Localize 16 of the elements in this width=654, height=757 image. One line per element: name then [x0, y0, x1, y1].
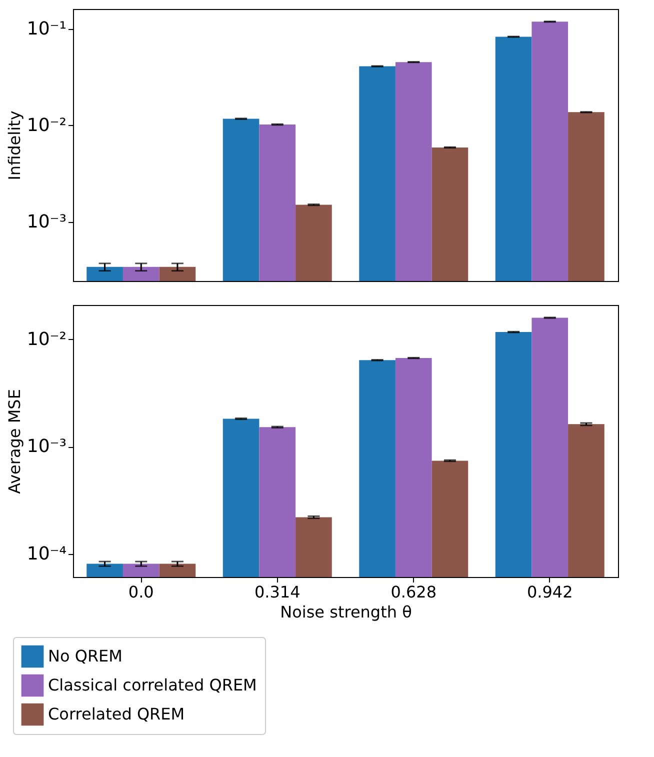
x-tick-label: 0.0	[128, 582, 154, 602]
y-tick-label: 10⁻³	[26, 211, 66, 232]
x-tick-label: 0.942	[526, 582, 573, 602]
x-tick-label: 0.628	[390, 582, 437, 602]
y-tick-label: 10⁻²	[26, 328, 66, 350]
y-tick-label: 10⁻²	[26, 114, 66, 136]
y-tick-label: 10⁻³	[26, 436, 66, 458]
legend-label: No QREM	[48, 646, 122, 666]
x-tick-label: 0.314	[254, 582, 300, 602]
legend-label: Classical correlated QREM	[48, 676, 257, 694]
y-tick-label: 10⁻¹	[26, 18, 66, 40]
y-axis-title: Infidelity	[4, 110, 24, 180]
x-axis-title: Noise strength θ	[280, 602, 412, 622]
y-axis-title: Average MSE	[4, 389, 24, 494]
legend-label: Correlated QREM	[48, 704, 185, 724]
y-tick-label: 10⁻⁴	[26, 543, 66, 564]
